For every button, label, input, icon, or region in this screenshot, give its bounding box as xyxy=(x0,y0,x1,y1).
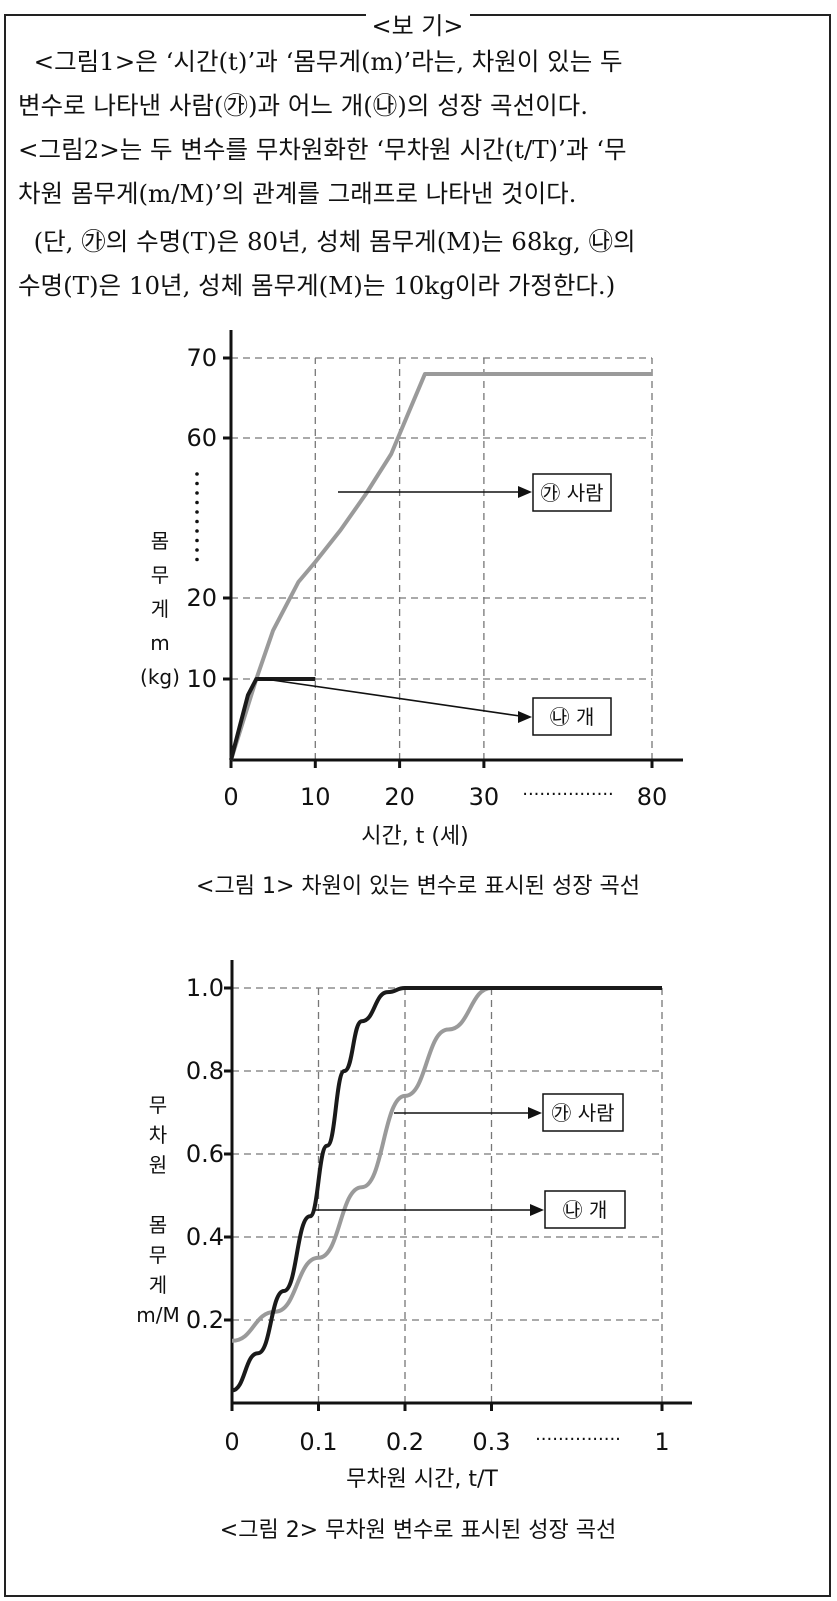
y-axis-break-dot xyxy=(195,510,199,514)
series-line-dog xyxy=(231,985,662,1393)
y-axis-break-dot xyxy=(195,519,199,524)
x-tick-label: 0.2 xyxy=(386,1428,424,1456)
series-line-human xyxy=(231,985,662,1343)
assumption-paragraph: (단, ㉮의 수명(T)은 80년, 성체 몸무게(M)는 68kg, ㉯의 수… xyxy=(18,220,818,308)
y-axis-label: 무 xyxy=(149,1243,167,1267)
x-axis-label: 무차원 시간, t/T xyxy=(346,1467,498,1492)
series-line-human xyxy=(229,372,652,761)
example-box: <보 기> xyxy=(4,14,831,1597)
x-tick-label: 0 xyxy=(223,783,238,811)
text-line: (단, ㉮의 수명(T)은 80년, 성체 몸무게(M)는 68kg, ㉯의 xyxy=(18,227,636,256)
arrow-head-icon xyxy=(528,1107,542,1119)
y-axis-label: 원 xyxy=(149,1153,167,1177)
x-tick-label: 1 xyxy=(654,1428,669,1456)
chart-title: <그림 2> 무차원 변수로 표시된 성장 곡선 xyxy=(220,1518,616,1543)
y-tick-label: 0.2 xyxy=(186,1306,224,1334)
x-tick-label: 10 xyxy=(300,783,331,811)
y-axis-label: 무 xyxy=(149,1093,167,1117)
y-tick-label: 60 xyxy=(186,424,217,452)
x-axis-label: 시간, t (세) xyxy=(361,824,469,849)
y-axis-break-dot xyxy=(195,548,199,552)
x-tick-label: 30 xyxy=(469,783,500,811)
text-line: <그림1>은 ‘시간(t)’과 ‘몸무게(m)’라는, 차원이 있는 두 xyxy=(18,47,623,76)
text-line: 수명(T)은 10년, 성체 몸무게(M)는 10kg이라 가정한다.) xyxy=(18,271,616,300)
x-tick-label: 0.3 xyxy=(472,1428,510,1456)
y-axis-break-dot xyxy=(195,557,199,562)
legend-box-human xyxy=(542,1093,624,1132)
text-line: 차원 몸무게(m/M)’의 관계를 그래프로 나타낸 것이다. xyxy=(18,179,577,208)
y-tick-label: 20 xyxy=(186,584,217,612)
y-tick-label: 0.4 xyxy=(186,1223,224,1251)
x-tick-label: 0 xyxy=(224,1428,239,1456)
y-tick-label: 0.8 xyxy=(186,1057,224,1085)
legend-label-human: ㉮ 사람 xyxy=(551,1101,614,1125)
y-axis-break-dot xyxy=(195,500,199,505)
y-axis-break-dot xyxy=(195,472,199,476)
legend-box-human xyxy=(532,473,612,512)
y-tick-label: 1.0 xyxy=(186,974,224,1002)
y-axis-break-dot xyxy=(195,491,199,495)
arrow-head-icon xyxy=(518,486,532,498)
series-line-dog xyxy=(229,677,316,761)
chart-title: <그림 1> 차원이 있는 변수로 표시된 성장 곡선 xyxy=(196,874,640,899)
arrow-line xyxy=(257,677,521,717)
arrow-head-icon xyxy=(518,711,532,723)
legend-box-dog xyxy=(532,697,612,736)
y-axis-label: 게 xyxy=(151,597,169,621)
y-axis-label: 게 xyxy=(149,1273,167,1297)
x-axis-break-dots: ··············· xyxy=(535,1429,621,1450)
y-tick-label: 0.6 xyxy=(186,1140,224,1168)
arrow-head-icon xyxy=(530,1204,544,1216)
legend-label-dog: ㉯ 개 xyxy=(563,1198,608,1222)
y-axis-label: m/M xyxy=(136,1303,179,1327)
y-axis-label: 몸 xyxy=(149,1213,167,1237)
y-tick-label: 70 xyxy=(186,344,217,372)
legend-label-human: ㉮ 사람 xyxy=(540,481,603,505)
box-title: <보 기> xyxy=(365,14,470,38)
description-paragraph: <그림1>은 ‘시간(t)’과 ‘몸무게(m)’라는, 차원이 있는 두 변수로… xyxy=(18,40,818,216)
y-axis-break-dot xyxy=(195,538,199,543)
y-axis-label: 몸 xyxy=(151,529,169,553)
y-axis-break-dot xyxy=(195,529,199,533)
y-tick-label: 10 xyxy=(186,665,217,693)
y-axis-label: m xyxy=(150,631,169,655)
y-axis-label: (kg) xyxy=(140,665,180,689)
x-tick-label: 20 xyxy=(384,783,415,811)
y-axis-label: 차 xyxy=(149,1123,167,1147)
text-line: 변수로 나타낸 사람(㉮)과 어느 개(㉯)의 성장 곡선이다. xyxy=(18,91,589,120)
y-axis-label: 무 xyxy=(151,563,169,587)
x-tick-label: 80 xyxy=(637,783,668,811)
legend-box-dog xyxy=(544,1190,626,1229)
x-axis-break-dots: ················ xyxy=(522,784,614,805)
legend-label-dog: ㉯ 개 xyxy=(550,705,595,729)
text-line: <그림2>는 두 변수를 무차원화한 ‘무차원 시간(t/T)’과 ‘무 xyxy=(18,135,627,164)
y-axis-break-dot xyxy=(195,481,199,486)
x-tick-label: 0.1 xyxy=(299,1428,337,1456)
